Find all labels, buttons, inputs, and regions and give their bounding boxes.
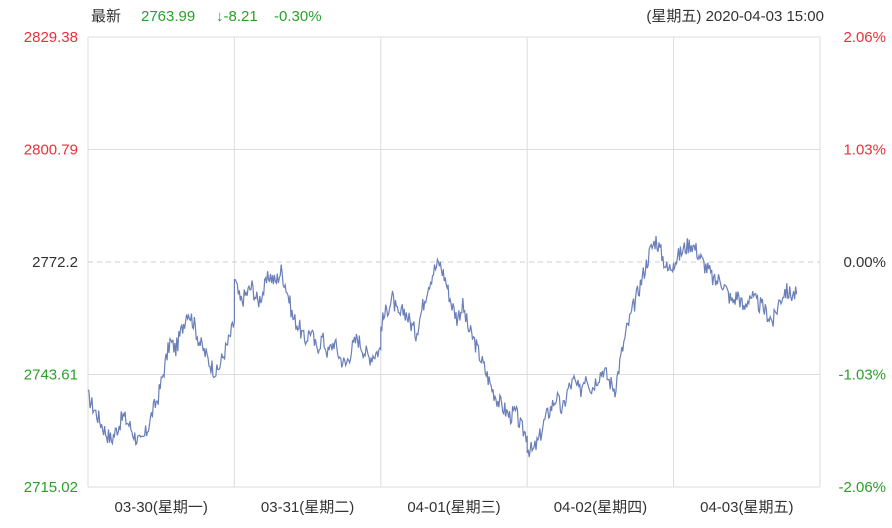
y-tick-right: 0.00% — [843, 254, 886, 271]
y-axis-right: 2.06% 1.03% 0.00% -1.03% -2.06% — [838, 29, 886, 496]
x-axis: 03-30(星期一) 03-31(星期二) 04-01(星期三) 04-02(星期四)… — [115, 499, 794, 516]
price-change-pct: -0.30% — [274, 8, 322, 25]
y-tick-left: 2743.61 — [24, 367, 78, 384]
datetime-label: (星期五) 2020-04-03 15:00 — [646, 8, 824, 25]
y-tick-right: -2.06% — [838, 479, 886, 496]
x-tick-label: 03-30(星期一) — [115, 499, 208, 516]
price-change: ↓-8.21 — [216, 8, 258, 25]
y-tick-right: -1.03% — [838, 367, 886, 384]
x-tick-label: 04-03(星期五) — [700, 499, 793, 516]
x-tick-label: 03-31(星期二) — [261, 499, 354, 516]
y-tick-right: 1.03% — [843, 142, 886, 159]
x-tick-label: 04-01(星期三) — [407, 499, 500, 516]
price-series-line — [87, 235, 798, 458]
x-tick-label: 04-02(星期四) — [554, 499, 647, 516]
y-tick-left: 2800.79 — [24, 142, 78, 159]
y-tick-left: 2715.02 — [24, 479, 78, 496]
latest-label: 最新 — [91, 8, 121, 25]
y-tick-right: 2.06% — [843, 29, 886, 46]
y-tick-left: 2829.38 — [24, 29, 78, 46]
y-axis-left: 2829.38 2800.79 2772.2 2743.61 2715.02 — [24, 29, 78, 496]
latest-price: 2763.99 — [141, 8, 195, 25]
y-tick-left: 2772.2 — [32, 254, 78, 271]
